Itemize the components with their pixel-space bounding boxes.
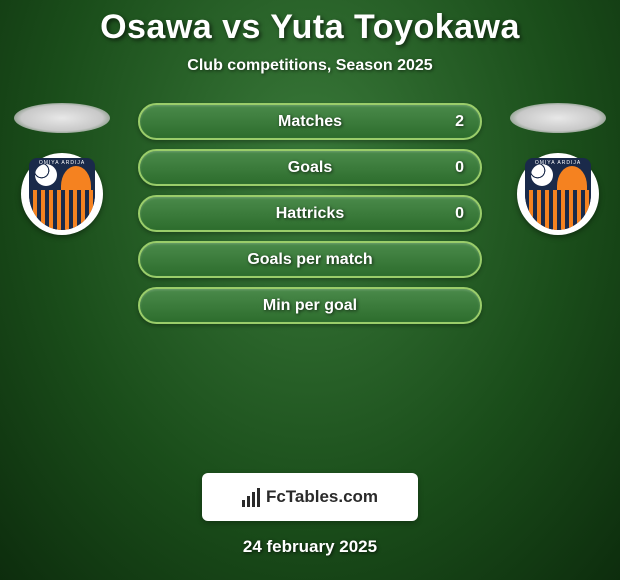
player-left-silhouette [14,103,110,133]
stat-right-value: 2 [455,113,464,131]
stat-right-value: 0 [455,205,464,223]
stat-label: Goals [288,159,332,177]
content-root: Osawa vs Yuta Toyokawa Club competitions… [0,0,620,580]
stat-bar-hattricks: Hattricks 0 [138,195,482,232]
page-subtitle: Club competitions, Season 2025 [187,57,432,75]
stats-container: Matches 2 Goals 0 Hattricks 0 Goals per … [138,103,482,324]
player-left-column: OMIYA ARDIJA [12,103,112,235]
page-title: Osawa vs Yuta Toyokawa [100,8,520,47]
player-right-column: OMIYA ARDIJA [508,103,608,235]
date-text: 24 february 2025 [243,537,377,557]
stripes-icon [29,190,95,230]
stat-bar-min-per-goal: Min per goal [138,287,482,324]
bar-chart-icon [242,488,260,507]
players-row: OMIYA ARDIJA Matches 2 Goals 0 Hattric [0,103,620,235]
team-badge-right: OMIYA ARDIJA [517,153,599,235]
soccer-ball-icon [531,164,553,186]
stripes-icon [525,190,591,230]
stat-bar-goals: Goals 0 [138,149,482,186]
shield-icon: OMIYA ARDIJA [525,158,591,230]
footer-logo: FcTables.com [242,487,378,507]
shield-icon: OMIYA ARDIJA [29,158,95,230]
stat-bar-matches: Matches 2 [138,103,482,140]
stat-label: Matches [278,113,342,131]
stat-right-value: 0 [455,159,464,177]
stat-label: Goals per match [247,251,372,269]
stat-label: Hattricks [276,205,344,223]
stat-bar-goals-per-match: Goals per match [138,241,482,278]
player-right-silhouette [510,103,606,133]
soccer-ball-icon [35,164,57,186]
stat-label: Min per goal [263,297,357,315]
team-badge-left: OMIYA ARDIJA [21,153,103,235]
footer-brand-text: FcTables.com [266,487,378,507]
footer-brand-box: FcTables.com [202,473,418,521]
